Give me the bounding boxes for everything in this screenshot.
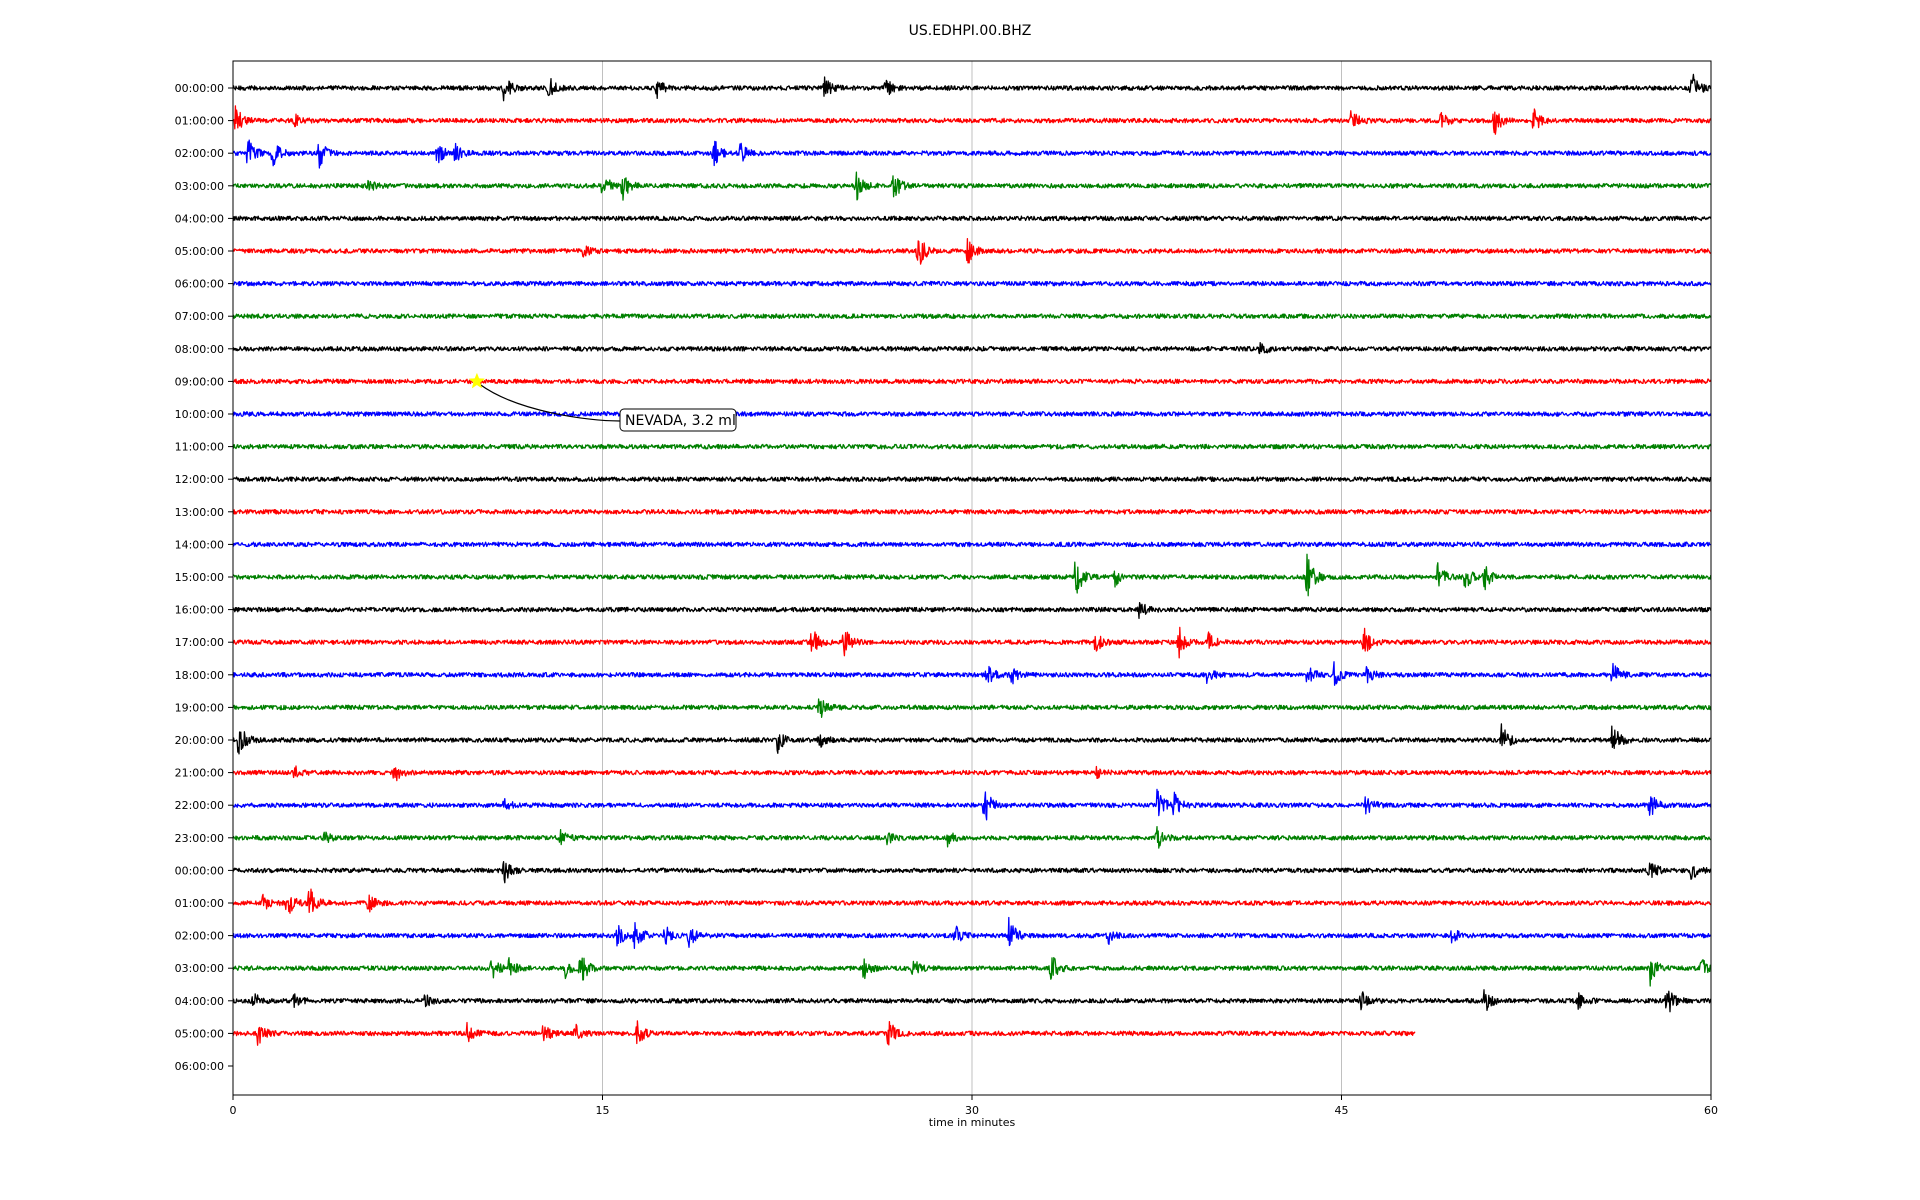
y-tick-label: 10:00:00 (175, 408, 224, 421)
y-tick-label: 17:00:00 (175, 636, 224, 649)
y-tick-label: 06:00:00 (175, 1060, 224, 1073)
x-axis-label: time in minutes (929, 1116, 1016, 1129)
y-tick-label: 21:00:00 (175, 767, 224, 780)
seismic-trace-4 (232, 215, 1712, 222)
seismic-trace-22 (232, 788, 1712, 821)
y-tick-label: 03:00:00 (175, 180, 224, 193)
y-tick-label: 00:00:00 (175, 82, 224, 95)
y-tick-label: 07:00:00 (175, 310, 224, 323)
x-tick-label: 15 (596, 1104, 610, 1117)
seismic-trace-1 (232, 105, 1712, 135)
seismic-trace-28 (232, 989, 1712, 1013)
y-tick-label: 08:00:00 (175, 343, 224, 356)
trace-group (232, 73, 1712, 1046)
seismic-trace-0 (232, 73, 1712, 102)
y-tick-label: 05:00:00 (175, 245, 224, 258)
y-tick-label: 02:00:00 (175, 930, 224, 943)
seismic-trace-24 (232, 860, 1711, 884)
seismic-trace-19 (232, 698, 1712, 718)
seismic-trace-2 (232, 139, 1712, 169)
y-tick-label: 04:00:00 (175, 212, 224, 225)
seismic-trace-18 (232, 661, 1712, 686)
seismic-trace-3 (232, 171, 1712, 201)
seismic-trace-12 (232, 476, 1712, 483)
x-tick-labels: 0 15 30 45 60 (230, 1095, 1718, 1117)
seismic-trace-7 (232, 313, 1712, 320)
y-tick-label: 01:00:00 (175, 115, 224, 128)
y-tick-label: 15:00:00 (175, 571, 224, 584)
plot-frame (232, 60, 1712, 1096)
event-label: NEVADA, 3.2 ml (625, 413, 736, 429)
seismic-trace-21 (232, 765, 1712, 782)
y-tick-label: 12:00:00 (175, 473, 224, 486)
seismic-trace-23 (232, 826, 1712, 849)
seismic-trace-14 (232, 541, 1712, 548)
y-tick-label: 16:00:00 (175, 604, 224, 617)
annotation-arrow (479, 383, 621, 422)
seismic-trace-8 (232, 342, 1712, 355)
y-tick-label: 11:00:00 (175, 441, 224, 454)
y-tick-labels: 00:00:00 01:00:00 02:00:00 03:00:00 04:00:00… (175, 82, 233, 1073)
y-tick-label: 09:00:00 (175, 375, 224, 388)
seismic-trace-20 (232, 723, 1712, 755)
seismic-trace-27 (232, 956, 1712, 987)
y-tick-label: 03:00:00 (175, 962, 224, 975)
x-tick-label: 30 (965, 1104, 979, 1117)
seismic-trace-6 (232, 280, 1712, 287)
y-tick-label: 22:00:00 (175, 799, 224, 812)
seismic-trace-17 (232, 626, 1712, 659)
event-star-icon (468, 372, 486, 389)
y-tick-label: 13:00:00 (175, 506, 224, 519)
y-tick-label: 05:00:00 (175, 1027, 224, 1040)
seismic-trace-10 (232, 411, 1712, 417)
y-tick-label: 23:00:00 (175, 832, 224, 845)
y-tick-label: 04:00:00 (175, 995, 224, 1008)
seismic-trace-29 (232, 1020, 1416, 1046)
y-tick-label: 19:00:00 (175, 701, 224, 714)
seismic-trace-5 (232, 238, 1712, 265)
y-tick-label: 20:00:00 (175, 734, 224, 747)
y-tick-label: 00:00:00 (175, 864, 224, 877)
event-annotation: NEVADA, 3.2 ml (468, 372, 737, 432)
y-tick-label: 18:00:00 (175, 669, 224, 682)
x-tick-label: 45 (1335, 1104, 1349, 1117)
seismic-trace-15 (232, 553, 1712, 597)
y-tick-label: 02:00:00 (175, 147, 224, 160)
y-tick-label: 14:00:00 (175, 538, 224, 551)
seismic-trace-16 (232, 601, 1712, 619)
y-tick-label: 06:00:00 (175, 278, 224, 291)
annotation-box (619, 408, 737, 432)
chart-title: US.EDHPI.00.BHZ (909, 23, 1032, 39)
y-tick-label: 01:00:00 (175, 897, 224, 910)
seismic-trace-26 (232, 916, 1712, 950)
x-tick-label: 0 (230, 1104, 237, 1117)
x-tick-label: 60 (1704, 1104, 1718, 1117)
seismic-trace-25 (232, 888, 1712, 914)
seismic-trace-13 (232, 508, 1712, 515)
seismic-trace-11 (232, 443, 1712, 450)
